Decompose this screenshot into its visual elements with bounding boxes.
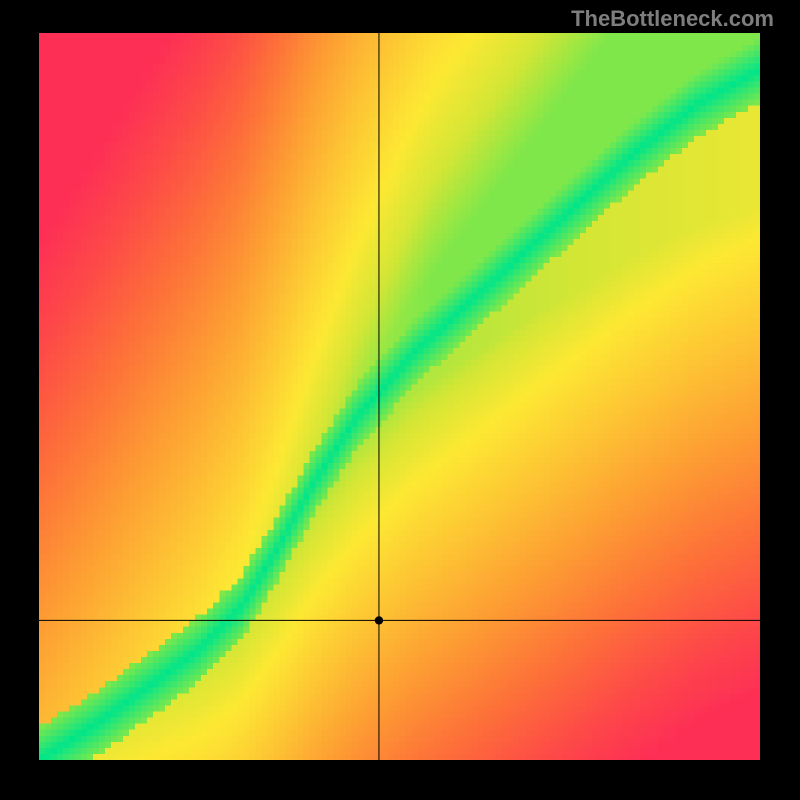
source-watermark: TheBottleneck.com — [571, 6, 774, 32]
figure-root: TheBottleneck.com — [0, 0, 800, 800]
bottleneck-heatmap — [39, 33, 760, 760]
